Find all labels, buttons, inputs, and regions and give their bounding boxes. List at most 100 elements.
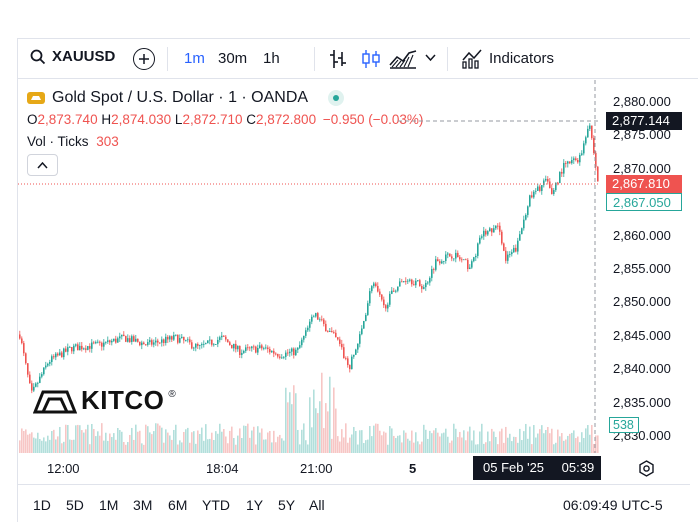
candle-body bbox=[517, 240, 519, 252]
candle-body bbox=[139, 341, 141, 346]
volume-bar bbox=[117, 427, 119, 453]
volume-bar bbox=[39, 438, 41, 453]
range-button-ytd[interactable]: YTD bbox=[202, 497, 230, 513]
candle-body bbox=[215, 344, 217, 345]
volume-bar bbox=[429, 430, 431, 453]
chart-frame bbox=[17, 38, 690, 522]
interval-1m-button[interactable]: 1m bbox=[184, 50, 205, 67]
range-button-5y[interactable]: 5Y bbox=[278, 497, 296, 513]
candle-body bbox=[101, 342, 103, 347]
candle-body bbox=[581, 153, 583, 155]
range-button-all[interactable]: All bbox=[309, 497, 325, 513]
candle-body bbox=[529, 195, 531, 207]
range-button-1d[interactable]: 1D bbox=[33, 497, 51, 513]
candle-body bbox=[467, 259, 469, 270]
volume-bar bbox=[99, 435, 101, 453]
volume-bar bbox=[51, 431, 53, 453]
volume-bar bbox=[489, 441, 491, 453]
volume-bar bbox=[443, 432, 445, 453]
volume-bar bbox=[463, 430, 465, 453]
candle-body bbox=[51, 356, 53, 363]
indicators-button[interactable]: Indicators bbox=[461, 47, 554, 69]
interval-30m-button[interactable]: 30m bbox=[218, 50, 248, 67]
volume-bar bbox=[391, 428, 393, 453]
volume-bar bbox=[87, 424, 89, 453]
candle-body bbox=[325, 323, 327, 332]
candle-body bbox=[261, 345, 263, 349]
interval-1h-button[interactable]: 1h bbox=[263, 50, 280, 67]
candle-body bbox=[385, 305, 387, 309]
range-button-3m[interactable]: 3M bbox=[133, 497, 153, 513]
volume-bar bbox=[203, 440, 205, 453]
time-label-2100: 21:00 bbox=[300, 461, 333, 476]
volume-bar bbox=[223, 429, 225, 453]
candle-body bbox=[239, 346, 241, 355]
symbol-search-button[interactable]: XAUUSD bbox=[30, 48, 115, 65]
candle-body bbox=[575, 158, 577, 160]
candle-body bbox=[269, 349, 271, 353]
candle-body bbox=[183, 336, 185, 341]
range-button-1y[interactable]: 1Y bbox=[246, 497, 264, 513]
volume-bar bbox=[517, 442, 519, 453]
kitco-wordmark: KITCO bbox=[81, 385, 165, 415]
range-button-6m[interactable]: 6M bbox=[168, 497, 188, 513]
candle-body bbox=[553, 190, 555, 194]
volume-bar bbox=[459, 431, 461, 453]
candle-body bbox=[329, 331, 331, 332]
candle-body bbox=[377, 285, 379, 292]
candle-body bbox=[43, 367, 45, 375]
candle-body bbox=[233, 343, 235, 349]
bar-chart-type-icon[interactable] bbox=[328, 48, 348, 70]
volume-bar bbox=[583, 437, 585, 453]
volume-bar bbox=[91, 424, 93, 453]
volume-bar bbox=[451, 440, 453, 453]
candle-body bbox=[347, 358, 349, 366]
area-chart-type-icon[interactable] bbox=[389, 48, 417, 70]
volume-bar bbox=[115, 439, 117, 453]
range-button-5d[interactable]: 5D bbox=[66, 497, 84, 513]
range-button-1m[interactable]: 1M bbox=[99, 497, 119, 513]
volume-bar bbox=[501, 428, 503, 453]
volume-bar bbox=[97, 431, 99, 453]
volume-bar bbox=[547, 427, 549, 453]
collapse-legend-button[interactable] bbox=[27, 154, 58, 176]
candle-body bbox=[165, 336, 167, 344]
volume-bar bbox=[53, 429, 55, 453]
settings-gear-icon[interactable] bbox=[638, 460, 655, 477]
volume-bar bbox=[259, 432, 261, 453]
low-value: 2,872.710 bbox=[182, 112, 243, 127]
volume-bar bbox=[355, 431, 357, 453]
time-label-1200: 12:00 bbox=[47, 461, 80, 476]
candle-body bbox=[211, 339, 213, 345]
candle-chart-type-icon[interactable] bbox=[361, 48, 381, 70]
volume-bar bbox=[397, 435, 399, 453]
volume-bar bbox=[33, 437, 35, 453]
volume-bar bbox=[561, 433, 563, 453]
volume-bar bbox=[205, 424, 207, 453]
open-value: 2,873.740 bbox=[37, 112, 98, 127]
volume-bar bbox=[83, 432, 85, 453]
volume-bar bbox=[387, 444, 389, 453]
chevron-down-icon[interactable] bbox=[425, 54, 436, 62]
volume-bar bbox=[193, 431, 195, 453]
volume-bar bbox=[147, 426, 149, 453]
volume-bar bbox=[293, 385, 295, 453]
candle-body bbox=[543, 180, 545, 186]
price-chart[interactable] bbox=[18, 80, 600, 453]
volume-bar bbox=[187, 427, 189, 453]
volume-bar bbox=[427, 438, 429, 453]
candle-body bbox=[207, 340, 209, 344]
volume-bar bbox=[235, 444, 237, 453]
candle-body bbox=[173, 335, 175, 340]
volume-bar bbox=[95, 436, 97, 453]
volume-bar bbox=[581, 432, 583, 453]
candle-body bbox=[251, 346, 253, 349]
search-icon bbox=[30, 49, 46, 64]
candle-body bbox=[427, 282, 429, 284]
compare-add-button[interactable] bbox=[133, 48, 155, 70]
volume-bar bbox=[19, 440, 21, 453]
candle-body bbox=[49, 362, 51, 364]
volume-bar bbox=[513, 436, 515, 453]
volume-bar bbox=[169, 435, 171, 453]
candle-body bbox=[59, 352, 61, 356]
